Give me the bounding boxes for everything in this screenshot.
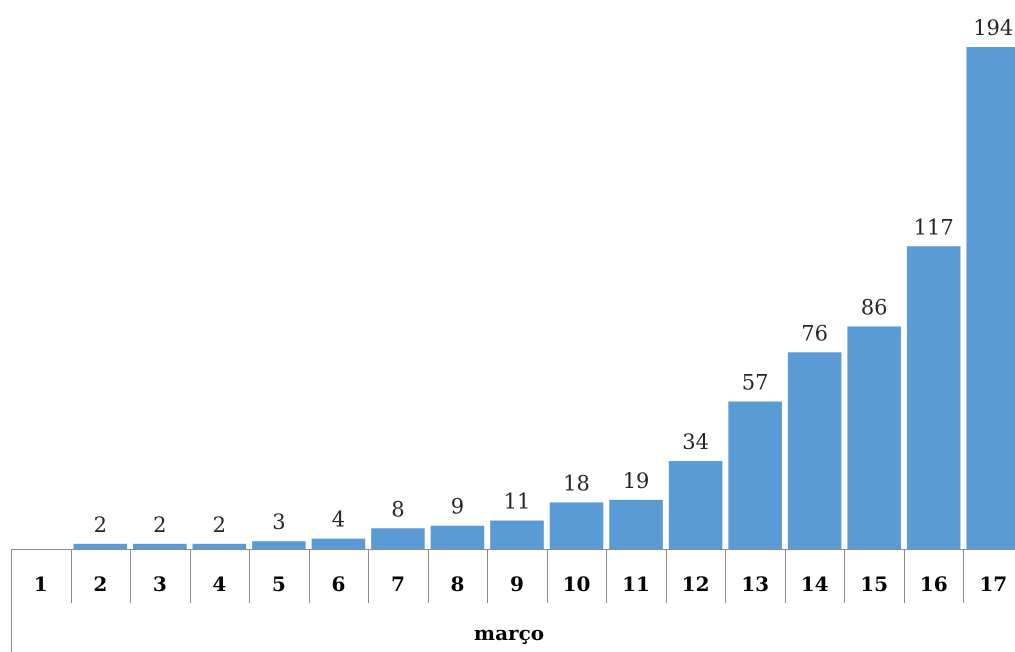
bar-13 <box>728 401 782 549</box>
data-label-3: 2 <box>153 513 166 537</box>
data-label-9: 11 <box>504 490 531 514</box>
bar-8 <box>430 525 485 549</box>
bar-12 <box>668 461 723 549</box>
data-label-4: 2 <box>213 513 226 537</box>
x-tick-label-9: 9 <box>510 572 524 596</box>
bar-2 <box>73 543 128 549</box>
bar-17 <box>966 47 1015 549</box>
bar-16 <box>906 246 961 549</box>
bars-group <box>73 47 1015 549</box>
data-label-16: 117 <box>914 215 954 239</box>
data-label-8: 9 <box>451 495 464 519</box>
bar-4 <box>192 543 247 549</box>
x-tick-label-1: 1 <box>34 572 48 596</box>
x-tick-label-5: 5 <box>272 572 286 596</box>
bar-9 <box>490 520 544 549</box>
data-label-15: 86 <box>861 295 888 319</box>
data-label-11: 19 <box>623 469 650 493</box>
x-axis-label: março <box>474 621 544 645</box>
bar-6 <box>311 538 366 549</box>
x-axis <box>11 549 1015 652</box>
data-label-17: 194 <box>973 16 1013 40</box>
bar-10 <box>549 502 604 549</box>
data-label-14: 76 <box>801 321 828 345</box>
data-label-13: 57 <box>742 371 769 395</box>
data-label-2: 2 <box>94 513 107 537</box>
x-tick-label-8: 8 <box>451 572 465 596</box>
x-tick-label-15: 15 <box>860 572 888 596</box>
bar-15 <box>847 326 901 549</box>
data-label-12: 34 <box>682 430 709 454</box>
data-label-5: 3 <box>272 510 285 534</box>
bar-3 <box>133 543 187 549</box>
x-tick-label-7: 7 <box>391 572 405 596</box>
x-tick-label-16: 16 <box>920 572 948 596</box>
bar-5 <box>252 541 306 549</box>
x-tick-label-2: 2 <box>93 572 107 596</box>
data-label-7: 8 <box>391 497 404 521</box>
x-tick-label-13: 13 <box>741 572 769 596</box>
x-tick-label-11: 11 <box>622 572 650 596</box>
x-tick-label-3: 3 <box>153 572 167 596</box>
x-tick-labels-group: 1 2 3 4 5 6 7 8 9 10 11 12 13 14 15 16 17 <box>34 572 1007 596</box>
x-tick-label-12: 12 <box>682 572 710 596</box>
bar-14 <box>787 352 842 549</box>
x-tick-label-4: 4 <box>212 572 226 596</box>
x-tick-label-14: 14 <box>801 572 829 596</box>
x-tick-label-10: 10 <box>563 572 591 596</box>
x-tick-label-17: 17 <box>979 572 1007 596</box>
data-label-6: 4 <box>332 508 345 532</box>
bar-11 <box>609 499 663 549</box>
data-label-10: 18 <box>563 471 590 495</box>
x-tick-label-6: 6 <box>331 572 345 596</box>
bar-7 <box>371 528 425 549</box>
